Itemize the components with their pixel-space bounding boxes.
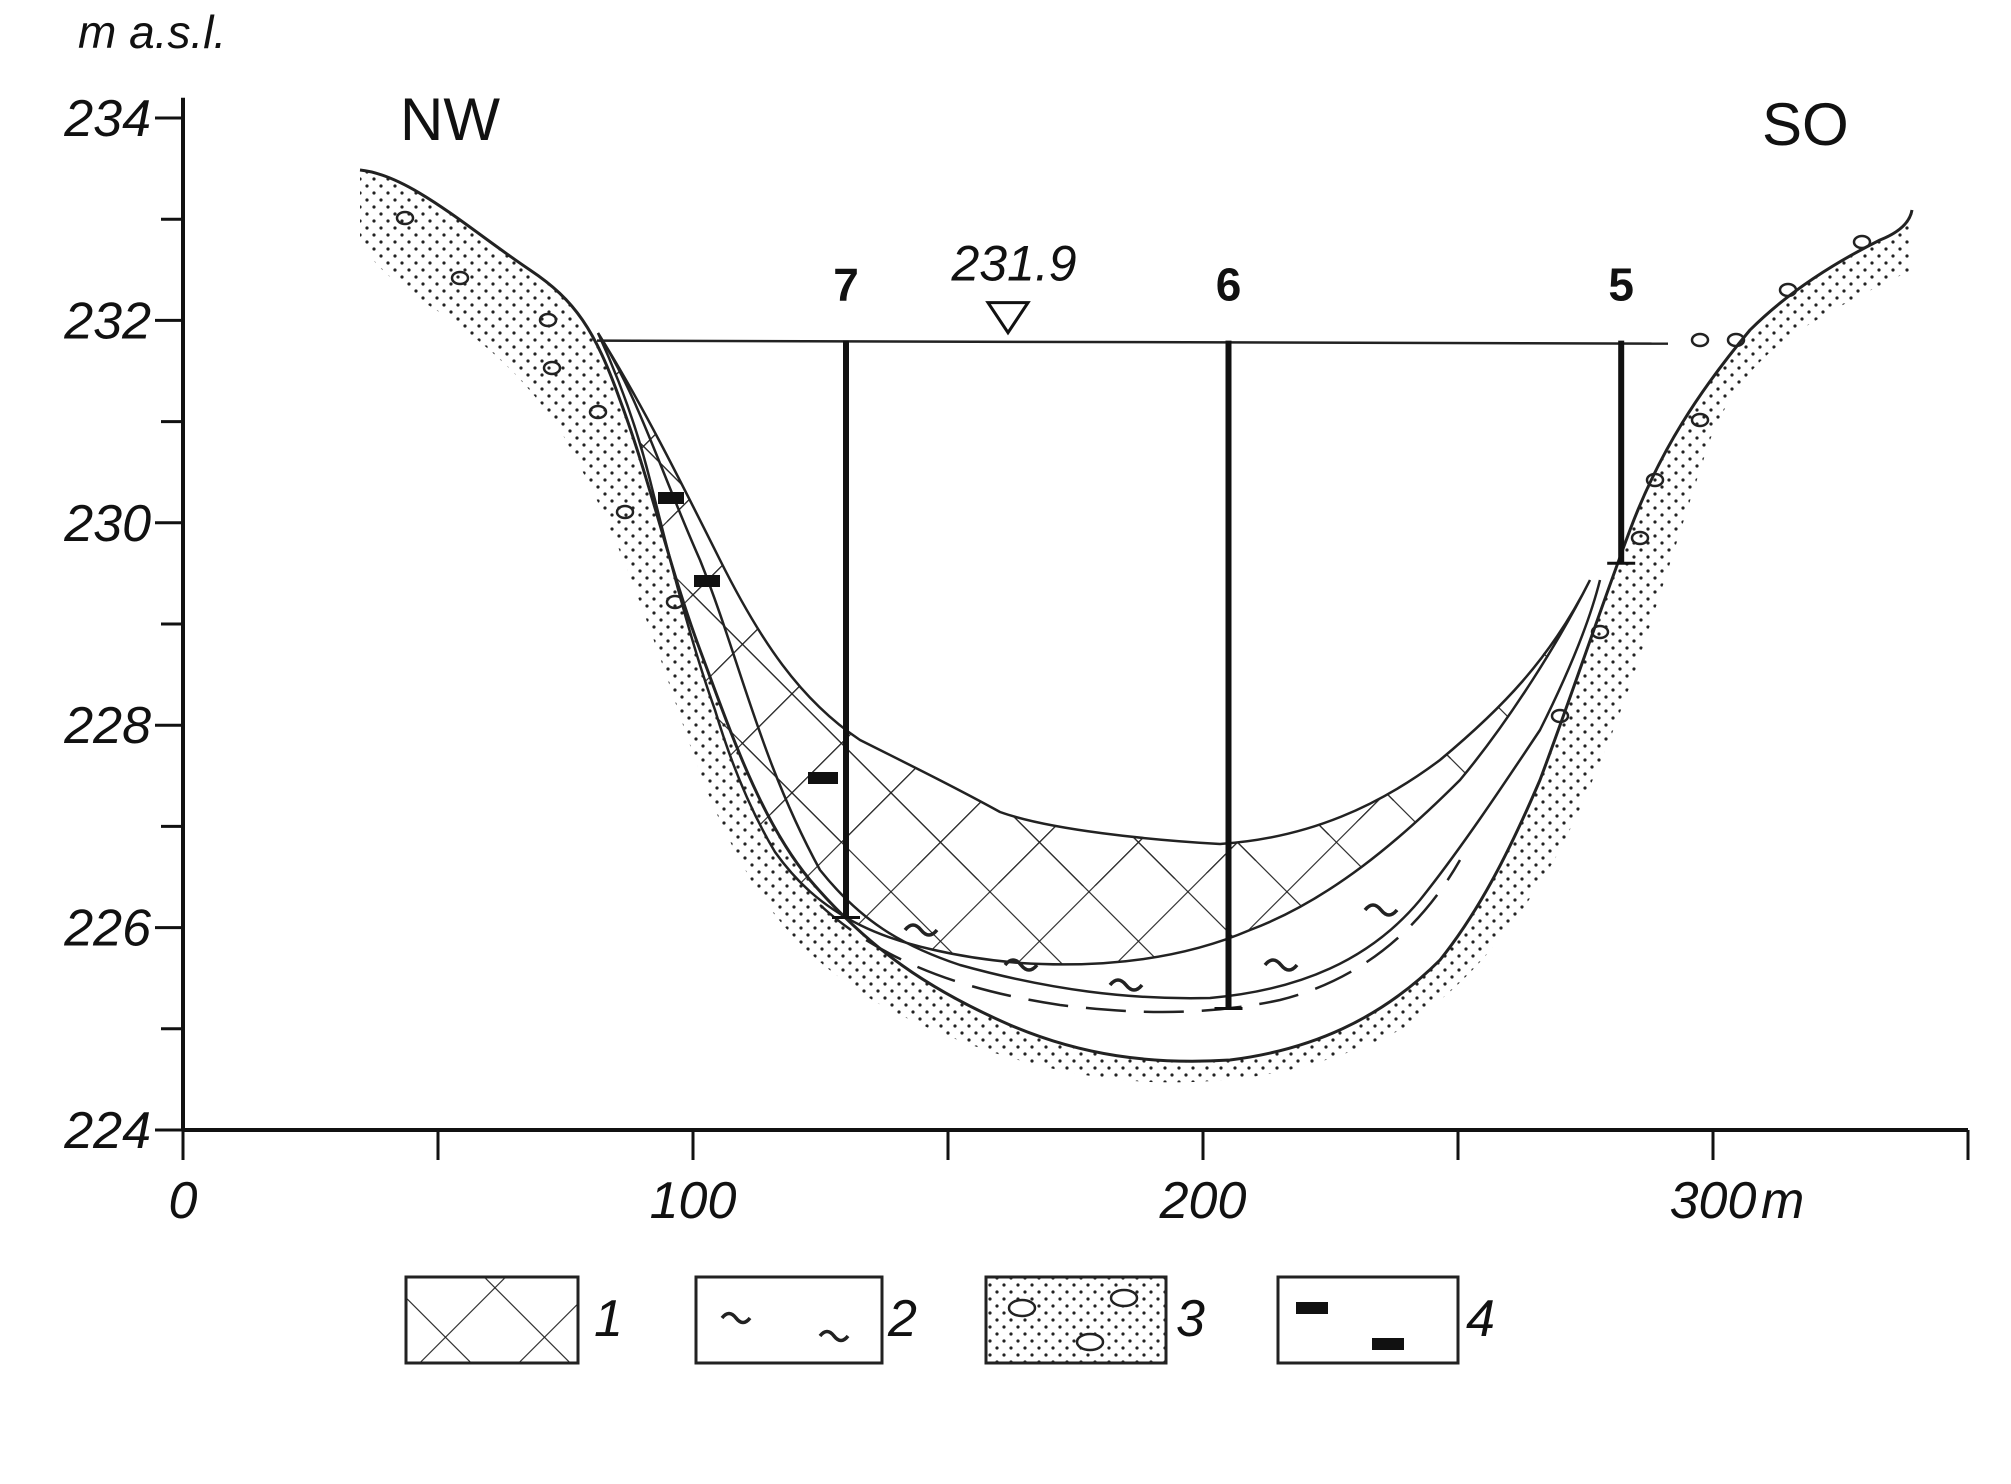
tilde-marks (903, 903, 1399, 992)
y-tick-label: 224 (63, 1102, 151, 1160)
legend-item-1: 1 (404, 1275, 623, 1365)
legend-num-4: 4 (1466, 1290, 1495, 1348)
legend-num-1: 1 (594, 1290, 623, 1348)
legend-item-2: 2 (694, 1275, 917, 1365)
legend-item-4: 4 (1276, 1275, 1495, 1365)
water-level-label: 231.9 (950, 236, 1076, 292)
x-tick-label: 300 (1670, 1172, 1757, 1230)
direction-left-label: NW (400, 86, 500, 153)
legend-num-3: 3 (1176, 1290, 1205, 1348)
dashed-boundary (819, 859, 1462, 1014)
y-axis-unit-label: m a.s.l. (78, 6, 226, 58)
pebble-marks (395, 210, 1872, 724)
y-tick-label: 230 (63, 495, 151, 553)
borehole-7-label: 7 (833, 259, 859, 311)
y-tick-label: 234 (63, 90, 151, 148)
dark-dash-marks (658, 492, 838, 784)
x-tick-label: 100 (650, 1172, 737, 1230)
sand-gravel-layer (360, 170, 1912, 1083)
x-tick-label: 0 (169, 1172, 198, 1230)
y-tick-label: 232 (63, 292, 151, 350)
x-axis-unit: m (1761, 1172, 1804, 1230)
water-level-marker-icon (985, 301, 1031, 336)
borehole-5-label: 5 (1608, 259, 1634, 311)
legend-num-2: 2 (887, 1290, 917, 1348)
x-tick-label: 200 (1159, 1172, 1247, 1230)
y-tick-label: 226 (63, 900, 151, 958)
direction-right-label: SO (1762, 91, 1849, 158)
y-tick-label: 228 (63, 697, 151, 755)
legend-item-3: 3 (984, 1275, 1205, 1365)
boreholes: 7 6 5 (832, 259, 1636, 1011)
legend: 1 2 3 4 (404, 1275, 1495, 1365)
axes: 234 232 230 228 226 224 0 100 200 300 (63, 90, 1970, 1230)
water-level-line (596, 339, 1669, 345)
valley-profile-line (359, 168, 1914, 1063)
borehole-6-label: 6 (1216, 259, 1242, 311)
